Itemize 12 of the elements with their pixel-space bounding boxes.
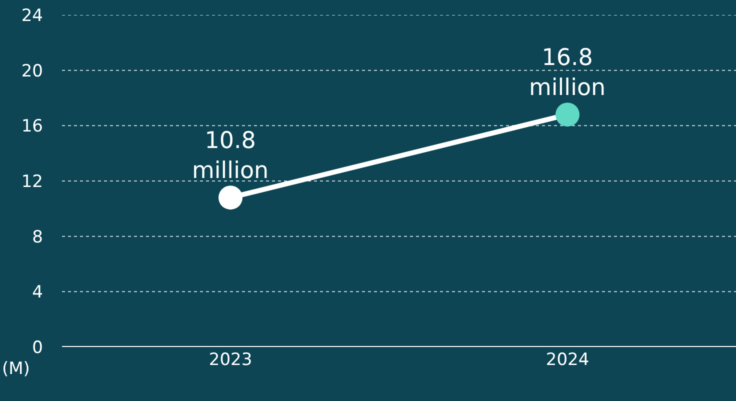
y-tick-label: 0 [32,338,43,358]
y-tick-label: 12 [21,172,43,192]
y-axis-title: (M) [2,359,30,379]
y-tick-label: 4 [32,282,43,303]
annotation: 16.8 million [529,45,606,101]
x-tick-label: 2023 [208,350,252,370]
y-tick-label: 24 [21,6,43,26]
annotation: 10.8 million [192,128,269,184]
y-tick-label: 8 [32,227,43,248]
y-tick-label: 20 [21,61,43,82]
y-tick-label: 16 [21,116,43,137]
x-tick-label: 2024 [546,350,590,370]
